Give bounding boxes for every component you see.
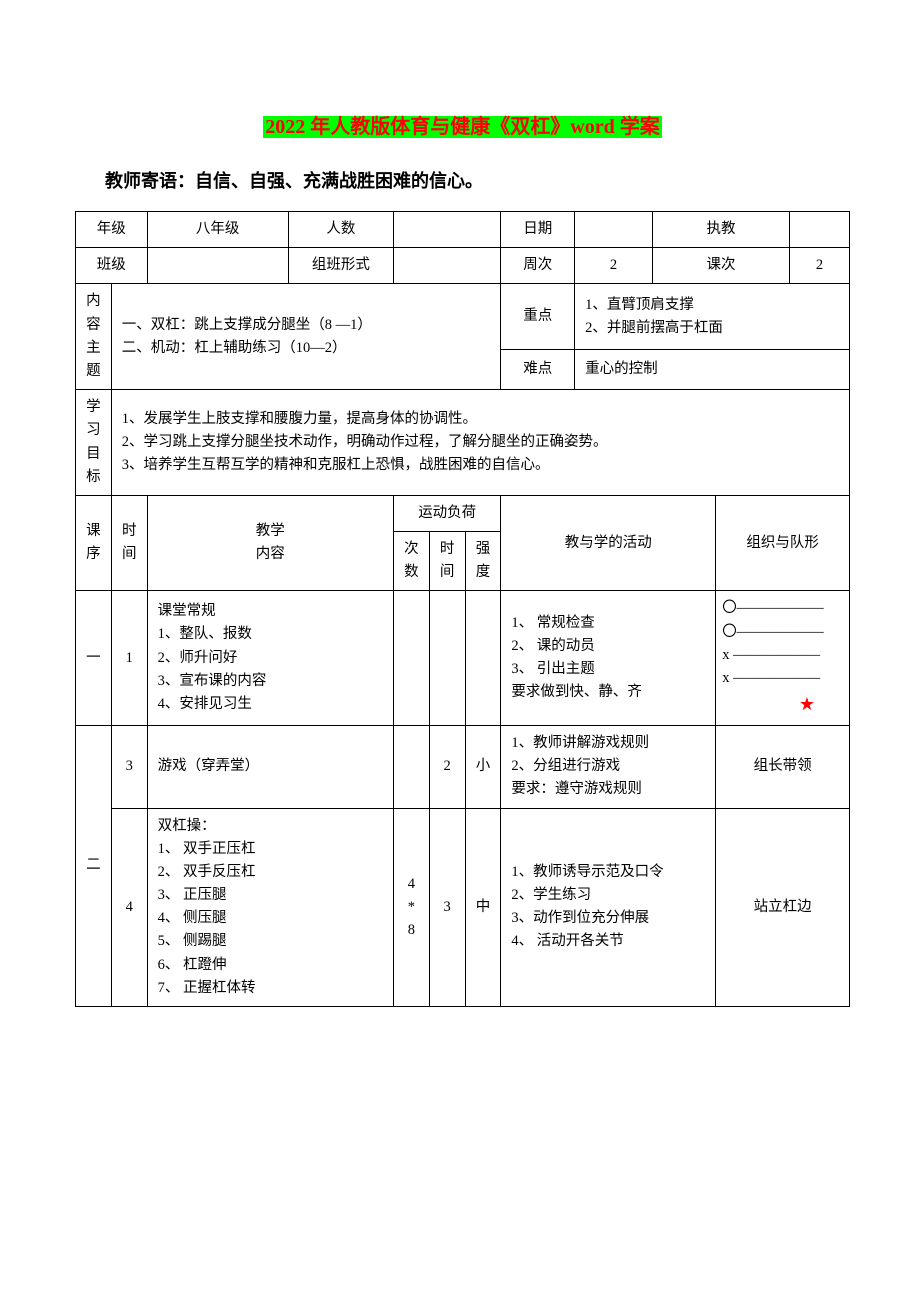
value-date	[575, 212, 653, 248]
col-huodong: 教与学的活动	[501, 495, 716, 591]
value-count	[393, 212, 500, 248]
value-grade: 八年级	[147, 212, 288, 248]
label-learning-goal: 学习目标	[76, 390, 112, 496]
lesson-plan-table: 年级 八年级 人数 日期 执教 班级 组班形式 周次 2 课次 2 内容主题 一…	[75, 211, 850, 1007]
header-row-2: 班级 组班形式 周次 2 课次 2	[76, 248, 850, 284]
r2-neirong: 游戏（穿弄堂）	[147, 725, 393, 808]
formation-line: x ――――――	[722, 667, 843, 690]
content-theme-row-1: 内容主题 一、双杠：跳上支撑成分腿坐（8 —1）二、机动：杠上辅助练习（10—2…	[76, 284, 850, 350]
col-kexu: 课序	[76, 495, 112, 591]
r1-shijian2	[429, 591, 465, 726]
label-grade: 年级	[76, 212, 148, 248]
r3-qiangdu: 中	[465, 808, 501, 1007]
section-header-row-1: 课序 时间 教学内容 运动负荷 教与学的活动 组织与队形	[76, 495, 850, 531]
star-icon: ★	[722, 690, 843, 719]
r3-shijian2: 3	[429, 808, 465, 1007]
r1-cishu	[393, 591, 429, 726]
label-week: 周次	[501, 248, 575, 284]
content-theme-body: 一、双杠：跳上支撑成分腿坐（8 —1）二、机动：杠上辅助练习（10—2）	[111, 284, 501, 390]
label-form: 组班形式	[288, 248, 393, 284]
title-highlight: 2022 年人教版体育与健康《双杠》word 学案	[263, 116, 661, 138]
label-key-point: 重点	[501, 284, 575, 350]
r1-huodong: 1、 常规检查2、 课的动员3、 引出主题要求做到快、静、齐	[501, 591, 716, 726]
value-lesson: 2	[789, 248, 849, 284]
label-class: 班级	[76, 248, 148, 284]
learning-goal-body: 1、发展学生上肢支撑和腰腹力量，提高身体的协调性。2、学习跳上支撑分腿坐技术动作…	[111, 390, 849, 496]
r1-shijian: 1	[111, 591, 147, 726]
r2-kexu: 二	[76, 725, 112, 1006]
r1-neirong: 课堂常规1、整队、报数2、师升问好3、宣布课的内容4、安排见习生	[147, 591, 393, 726]
r3-shijian: 4	[111, 808, 147, 1007]
col-duixing: 组织与队形	[716, 495, 850, 591]
col-neirong: 教学内容	[147, 495, 393, 591]
label-lesson: 课次	[653, 248, 790, 284]
value-week: 2	[575, 248, 653, 284]
label-count: 人数	[288, 212, 393, 248]
r2-cishu	[393, 725, 429, 808]
r2-shijian2: 2	[429, 725, 465, 808]
r3-neirong: 双杠操：1、 双手正压杠2、 双手反压杠3、 正压腿4、 侧压腿5、 侧踢腿6、…	[147, 808, 393, 1007]
label-content-theme: 内容主题	[76, 284, 112, 390]
r1-qiangdu	[465, 591, 501, 726]
r3-cishu: 4*8	[393, 808, 429, 1007]
document-title: 2022 年人教版体育与健康《双杠》word 学案	[75, 110, 850, 139]
col-qiangdu: 强度	[465, 532, 501, 591]
formation-line: 〇――――――	[722, 597, 843, 620]
key-point-body: 1、直臂顶肩支撑2、并腿前摆高于杠面	[575, 284, 850, 350]
content-row-3: 4 双杠操：1、 双手正压杠2、 双手反压杠3、 正压腿4、 侧压腿5、 侧踢腿…	[76, 808, 850, 1007]
content-row-1: 一 1 课堂常规1、整队、报数2、师升问好3、宣布课的内容4、安排见习生 1、 …	[76, 591, 850, 726]
header-row-1: 年级 八年级 人数 日期 执教	[76, 212, 850, 248]
value-class	[147, 248, 288, 284]
value-teacher	[789, 212, 849, 248]
r3-duixing: 站立杠边	[716, 808, 850, 1007]
learning-goal-row: 学习目标 1、发展学生上肢支撑和腰腹力量，提高身体的协调性。2、学习跳上支撑分腿…	[76, 390, 850, 496]
col-fuhe: 运动负荷	[393, 495, 500, 531]
content-row-2: 二 3 游戏（穿弄堂） 2 小 1、教师讲解游戏规则2、分组进行游戏要求：遵守游…	[76, 725, 850, 808]
label-date: 日期	[501, 212, 575, 248]
formation-line: x ――――――	[722, 644, 843, 667]
r1-formation: 〇―――――― 〇―――――― x ―――――― x ―――――― ★	[716, 591, 850, 726]
label-teacher: 执教	[653, 212, 790, 248]
col-shijian: 时间	[111, 495, 147, 591]
value-form	[393, 248, 500, 284]
r2-shijian: 3	[111, 725, 147, 808]
document-page: 2022 年人教版体育与健康《双杠》word 学案 教师寄语：自信、自强、充满战…	[0, 0, 920, 1067]
formation-line: 〇――――――	[722, 621, 843, 644]
r3-huodong: 1、教师诱导示范及口令2、学生练习3、动作到位充分伸展4、 活动开各关节	[501, 808, 716, 1007]
r1-kexu: 一	[76, 591, 112, 726]
col-cishu: 次数	[393, 532, 429, 591]
r2-qiangdu: 小	[465, 725, 501, 808]
label-hard-point: 难点	[501, 350, 575, 390]
teacher-note: 教师寄语：自信、自强、充满战胜困难的信心。	[105, 167, 850, 193]
r2-duixing: 组长带领	[716, 725, 850, 808]
r2-huodong: 1、教师讲解游戏规则2、分组进行游戏要求：遵守游戏规则	[501, 725, 716, 808]
hard-point-body: 重心的控制	[575, 350, 850, 390]
col-shijian2: 时间	[429, 532, 465, 591]
